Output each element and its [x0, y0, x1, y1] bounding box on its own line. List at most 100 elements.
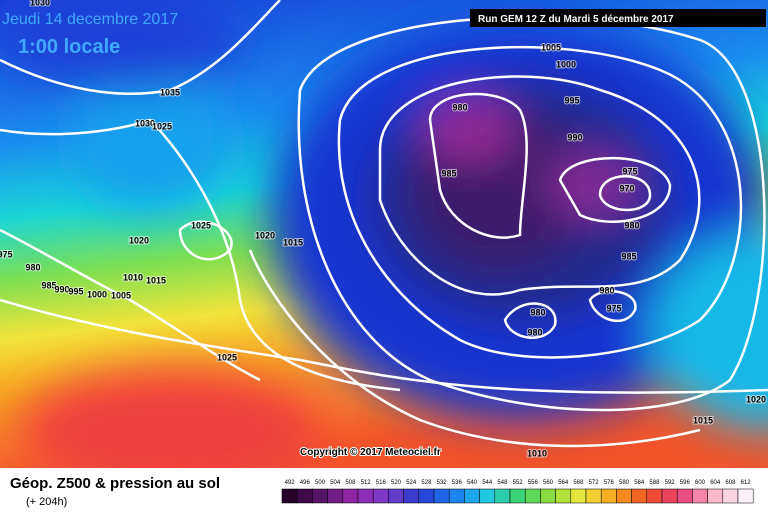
isobar-label: 1015: [693, 415, 713, 425]
geopotential-field: [0, 0, 768, 490]
scale-label: 552: [513, 480, 524, 486]
scale-label: 544: [482, 480, 493, 486]
scale-swatch: [661, 488, 678, 504]
scale-swatch: [570, 488, 587, 504]
scale-swatch: [418, 488, 435, 504]
isobar-label: 985: [621, 251, 636, 261]
scale-label: 532: [437, 480, 448, 486]
scale-label: 612: [741, 480, 752, 486]
isobar-label: 975: [622, 166, 637, 176]
isobar-label: 1015: [146, 275, 166, 285]
scale-swatch: [555, 488, 572, 504]
isobar-label: 1005: [541, 42, 561, 52]
isobar-label: 1035: [160, 87, 180, 97]
isobar-label: 975: [0, 249, 13, 259]
scale-label: 524: [406, 480, 417, 486]
scale-label: 548: [497, 480, 508, 486]
isobar-label: 995: [68, 286, 83, 296]
scale-swatch: [722, 488, 739, 504]
scale-label: 528: [421, 480, 432, 486]
scale-label: 564: [558, 480, 569, 486]
isobar-label: 1010: [123, 272, 143, 282]
run-box: [470, 9, 766, 27]
scale-label: 576: [604, 480, 615, 486]
isobar-label: 1015: [283, 237, 303, 247]
scale-label: 492: [285, 480, 296, 486]
isobar-label: 985: [41, 280, 56, 290]
scale-label: 596: [680, 480, 691, 486]
isobar-label: 980: [624, 220, 639, 230]
scale-swatch: [494, 488, 511, 504]
scale-swatch: [448, 488, 465, 504]
scale-swatch: [509, 488, 526, 504]
isobar-label: 1000: [556, 59, 576, 69]
scale-swatch: [342, 488, 359, 504]
isobar-label: 1020: [746, 394, 766, 404]
isobar-label: 980: [599, 285, 614, 295]
scale-swatch: [737, 488, 754, 504]
scale-swatch: [707, 488, 724, 504]
scale-swatch: [372, 488, 389, 504]
isobar-label: 990: [567, 132, 582, 142]
scale-swatch: [600, 488, 617, 504]
scale-label: 572: [589, 480, 600, 486]
isobar-label: 970: [619, 183, 634, 193]
scale-label: 600: [695, 480, 706, 486]
scale-swatch: [631, 488, 648, 504]
scale-swatch: [296, 488, 313, 504]
scale-label: 556: [528, 480, 539, 486]
isobar-label: 1020: [255, 230, 275, 240]
scale-swatch: [388, 488, 404, 504]
isobar-label: 985: [441, 168, 456, 178]
isobar-label: 1025: [217, 352, 237, 362]
local-time: 1:00 locale: [18, 36, 120, 58]
isobar-label: 1010: [527, 448, 547, 458]
run-info: Run GEM 12 Z du Mardi 5 décembre 2017: [478, 14, 674, 25]
scale-label: 592: [665, 480, 676, 486]
scale-label: 604: [710, 480, 721, 486]
date: Jeudi 14 decembre 2017: [2, 11, 178, 28]
forecast-lead: (+ 204h): [26, 496, 67, 508]
scale-swatch: [357, 488, 374, 504]
footer-title: Géop. Z500 & pression au sol: [10, 475, 220, 492]
scale-label: 536: [452, 480, 463, 486]
scale-label: 588: [649, 480, 660, 486]
isobar-label: 990: [54, 284, 69, 294]
scale-swatch: [281, 488, 298, 504]
scale-label: 496: [300, 480, 311, 486]
scale-swatch: [312, 488, 328, 504]
isobar-label: 980: [527, 327, 542, 337]
scale-swatch: [585, 488, 602, 504]
scale-swatch: [479, 488, 496, 504]
scale-label: 580: [619, 480, 630, 486]
isobar-label: 975: [606, 303, 621, 313]
scale-label: 560: [543, 480, 554, 486]
isobar-label: 1030: [30, 0, 50, 7]
scale-swatch: [692, 488, 708, 504]
copyright: Copyright © 2017 Meteociel.fr: [300, 447, 441, 458]
scale-label: 568: [573, 480, 584, 486]
isobar-label: 1030: [135, 118, 155, 128]
scale-label: 504: [330, 480, 341, 486]
scale-swatch: [676, 488, 693, 504]
isobar-label: 1000: [87, 289, 107, 299]
scale-swatch: [646, 488, 663, 504]
isobar-label: 1020: [129, 235, 149, 245]
scale-swatch: [433, 488, 450, 504]
isobar-label: 1025: [152, 121, 172, 131]
scale-label: 520: [391, 480, 402, 486]
scale-swatch: [327, 488, 344, 504]
isobar-label: 1025: [191, 220, 211, 230]
scale-swatch: [616, 488, 632, 504]
scale-label: 508: [345, 480, 356, 486]
scale-swatch: [524, 488, 541, 504]
isobar-label: 980: [530, 307, 545, 317]
isobar-label: 1005: [111, 290, 131, 300]
scale-label: 512: [361, 480, 372, 486]
scale-label: 608: [725, 480, 736, 486]
isobar-label: 980: [25, 262, 40, 272]
isobar-label: 995: [564, 95, 579, 105]
scale-label: 540: [467, 480, 478, 486]
